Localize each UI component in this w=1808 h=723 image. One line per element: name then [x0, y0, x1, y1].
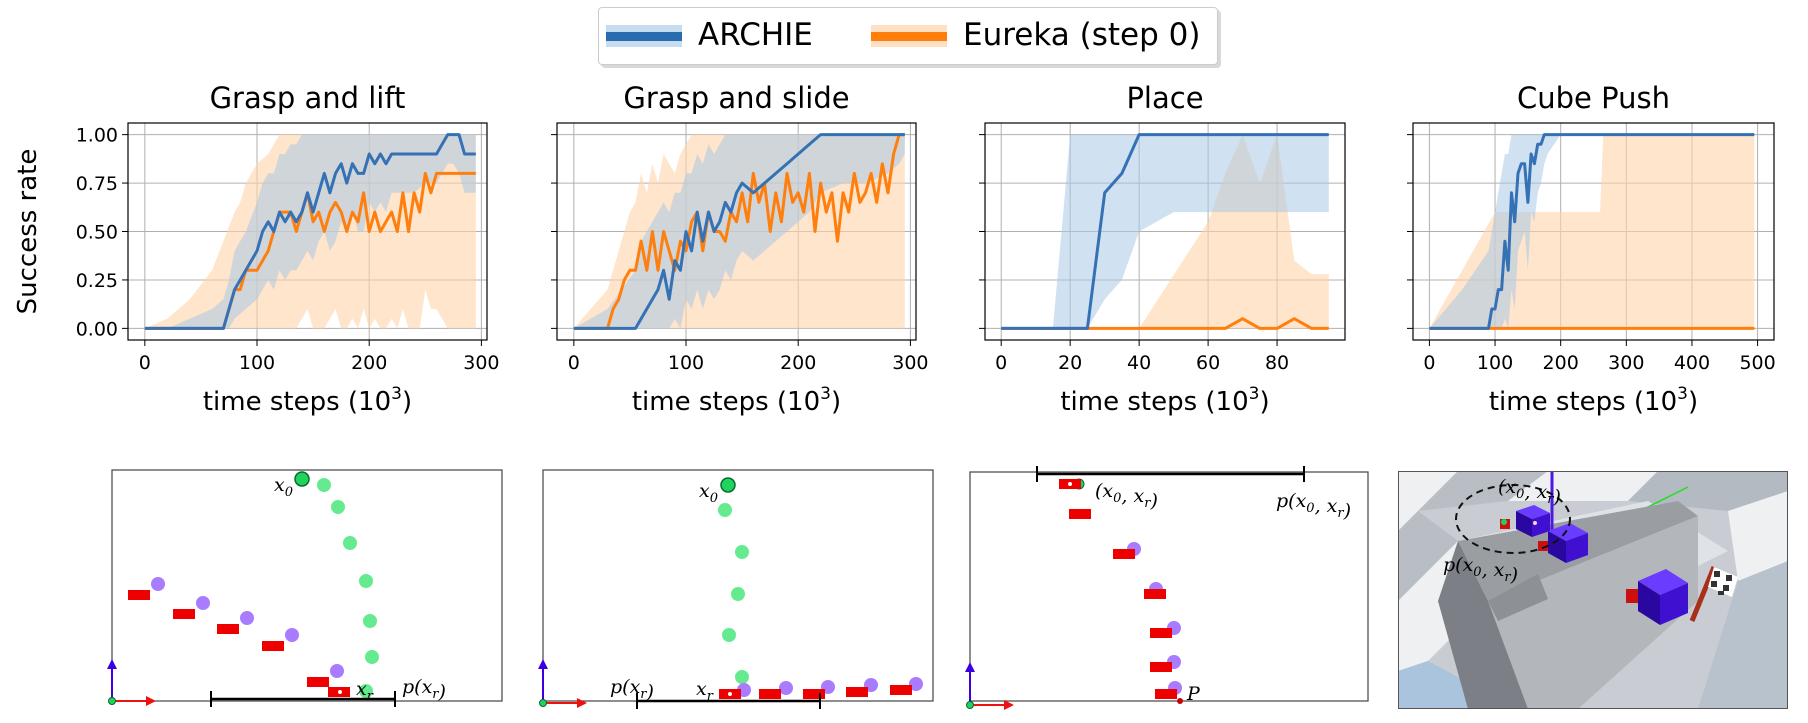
y-axis-label: Success rate	[13, 149, 43, 315]
x-tick-label: 300	[892, 352, 928, 374]
series-line-archie	[1001, 133, 1329, 330]
x-tick-label: 200	[1543, 352, 1579, 374]
series-line-eureka	[573, 133, 905, 330]
x-tick-label: 200	[780, 352, 816, 374]
plot-frame	[556, 122, 917, 341]
scene-grasp-slide: x0 xr p(xr)	[538, 469, 934, 709]
label-pair: (x0, xr)	[1095, 480, 1158, 512]
label-x0: x0	[274, 474, 293, 500]
goal-flag-icon	[1708, 567, 1738, 597]
start-marker	[294, 471, 310, 487]
x-tick-label: 300	[463, 352, 499, 374]
chart-panel: 0 100 200 300 0.00 0.25 0.50 0.75 1.00 Grasp and …	[13, 81, 500, 417]
legend-line-eureka	[871, 32, 947, 41]
x-tick-label: 500	[1739, 352, 1775, 374]
plot-frame	[984, 122, 1346, 341]
object-trajectory	[151, 577, 344, 678]
x-tick-label: 0	[568, 352, 580, 374]
scene-place: (x0, xr) p(x0, xr) P	[965, 466, 1369, 710]
label-p-pair: p(x0, xr)	[1443, 554, 1518, 586]
target-point	[1177, 698, 1183, 704]
legend-label-eureka: Eureka (step 0)	[963, 17, 1201, 53]
x-tick-label: 40	[1127, 352, 1151, 374]
axis-y-arrowhead	[107, 659, 117, 669]
label-xr: xr	[356, 678, 374, 704]
origin-marker	[966, 701, 974, 709]
x-tick-label: 400	[1674, 352, 1710, 374]
label-x0: x0	[699, 480, 718, 506]
series-line-eureka	[1001, 317, 1329, 330]
x-tick-label: 0	[139, 352, 151, 374]
x-tick-label: 0	[1423, 352, 1435, 374]
chart-title: Grasp and lift	[210, 81, 406, 115]
x-axis-label: time steps (103)	[632, 384, 841, 417]
axis-y-arrowhead	[965, 662, 975, 672]
scene-cube-push: (x0, xr) p(x0, xr)	[1398, 471, 1788, 709]
x-tick-label: 60	[1196, 352, 1220, 374]
origin-marker	[539, 699, 547, 707]
x-tick-label: 100	[239, 352, 275, 374]
axis-x-arrowhead	[146, 696, 156, 706]
legend-label-archie: ARCHIE	[698, 17, 813, 53]
chart-title: Grasp and slide	[623, 81, 849, 115]
goal-trajectory	[317, 478, 379, 698]
x-tick-label: 100	[1477, 352, 1513, 374]
chart-panel: 0 100 200 300 Grasp and slide time steps (103…	[551, 81, 929, 417]
start-marker	[720, 477, 736, 493]
y-tick-label: 0.25	[76, 270, 118, 292]
chart-panel: 0 20 40 60 80 Place time steps (103)	[979, 81, 1346, 417]
cube-start	[1516, 505, 1550, 537]
band-archie	[1429, 134, 1755, 329]
y-tick-label: 0.50	[76, 222, 118, 244]
axis-x-arrowhead	[1004, 700, 1014, 710]
label-p-xr: p(xr)	[610, 676, 654, 703]
y-tick-label: 0.75	[76, 173, 118, 195]
x-tick-label: 200	[351, 352, 387, 374]
cube-end	[1638, 569, 1688, 625]
gripper-center-dot	[338, 690, 342, 694]
axis-x-arrowhead	[577, 698, 587, 708]
axis-y-arrowhead	[538, 659, 548, 669]
legend: ARCHIE Eureka (step 0)	[598, 7, 1218, 65]
chart-panel: 0 100 200 300 400 500 Cube Push time steps (103…	[1407, 81, 1776, 417]
gripper-center-dot	[1068, 482, 1072, 486]
x-axis-label: time steps (103)	[1489, 384, 1698, 417]
y-tick-label: 0.00	[76, 318, 118, 340]
band-archie	[1001, 134, 1329, 329]
gripper-center-dot	[728, 692, 732, 696]
plot-frame	[127, 122, 488, 341]
x-tick-label: 300	[1608, 352, 1644, 374]
series-line-archie	[1429, 133, 1755, 330]
label-P: P	[1186, 683, 1201, 705]
label-p-xr: p(xr)	[402, 676, 446, 703]
cube-push-render: (x0, xr) p(x0, xr)	[1398, 471, 1788, 709]
chart-title: Cube Push	[1517, 81, 1670, 115]
scene-frame	[542, 469, 934, 702]
goal-flagpole	[1689, 566, 1717, 622]
x-axis-label: time steps (103)	[203, 384, 412, 417]
series-line-archie	[144, 133, 476, 330]
x-axis-label: time steps (103)	[1060, 384, 1269, 417]
goal-trajectory	[718, 503, 749, 684]
label-p-pair: p(x0, xr)	[1276, 490, 1351, 522]
chart-title: Place	[1126, 81, 1203, 115]
legend-line-archie	[606, 32, 682, 41]
label-pair: (x0, xr)	[1498, 476, 1561, 508]
label-xr: xr	[696, 678, 714, 704]
x-tick-label: 20	[1058, 352, 1082, 374]
scene-grasp-lift: x0 xr p(xr)	[107, 469, 503, 707]
x-tick-label: 80	[1265, 352, 1289, 374]
series-line-archie	[573, 133, 905, 330]
origin-marker	[108, 697, 116, 705]
y-tick-label: 1.00	[76, 125, 118, 147]
cube-middle	[1548, 523, 1588, 563]
band-archie	[144, 134, 476, 329]
x-tick-label: 100	[668, 352, 704, 374]
scene-frame	[111, 469, 503, 702]
plot-frame	[1412, 122, 1775, 341]
x-tick-label: 0	[995, 352, 1007, 374]
series-line-eureka	[144, 171, 476, 330]
highlight-ellipse	[1455, 484, 1571, 554]
